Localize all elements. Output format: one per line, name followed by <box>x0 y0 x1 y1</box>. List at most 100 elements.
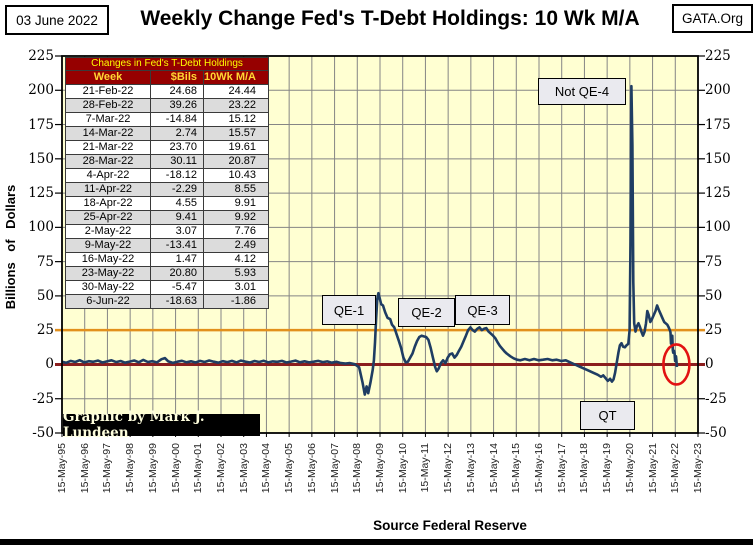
x-tick-label: 15-May-19 <box>601 443 614 494</box>
y-tick-label: 75 <box>705 253 723 270</box>
table-cell: 24.44 <box>203 84 269 99</box>
table-row: 25-Apr-22 9.41 9.92 <box>65 210 269 225</box>
table-cell: 15.57 <box>203 126 269 141</box>
table-cell: 4.12 <box>203 252 269 267</box>
table-cell: -13.41 <box>150 238 204 253</box>
y-tick-label: 0 <box>45 356 54 373</box>
table-cell: 14-Mar-22 <box>65 126 151 141</box>
data-line <box>61 84 679 396</box>
table-cell: 28-Mar-22 <box>65 154 151 169</box>
y-tick-label: 150 <box>28 150 54 167</box>
table-cell: 9.91 <box>203 196 269 211</box>
x-tick-label: 15-May-21 <box>646 443 659 494</box>
x-tick-label: 15-May-20 <box>623 443 636 494</box>
table-cell: 2-May-22 <box>65 224 151 239</box>
table-cell: 9.92 <box>203 210 269 225</box>
table-column-header: Week <box>65 70 151 85</box>
table-row: 14-Mar-22 2.74 15.57 <box>65 126 269 141</box>
table-cell: 23.22 <box>203 98 269 113</box>
table-column-header: $Bils <box>150 70 204 85</box>
table-cell: 9-May-22 <box>65 238 151 253</box>
y-tick-label: 25 <box>705 322 723 339</box>
y-tick-label: 225 <box>705 48 731 64</box>
table-cell: 6-Jun-22 <box>65 294 151 309</box>
source-label: Source Federal Reserve <box>373 518 527 533</box>
table-cell: 23.70 <box>150 140 204 155</box>
x-tick-label: 15-May-16 <box>533 443 545 494</box>
annotation-qe3: QE-3 <box>455 295 510 325</box>
table-row: 9-May-22 -13.41 2.49 <box>65 238 269 253</box>
highlight-ellipse <box>662 343 691 386</box>
x-tick-label: 15-May-95 <box>56 443 68 494</box>
table-cell: 30-May-22 <box>65 280 151 295</box>
y-tick-label: 200 <box>705 82 731 99</box>
table-row: 18-Apr-22 4.55 9.91 <box>65 196 269 211</box>
table-cell: 10.43 <box>203 168 269 183</box>
x-tick-label: 15-May-18 <box>578 443 591 494</box>
x-tick-label: 15-May-07 <box>328 443 341 494</box>
table-header-row: Week $Bils 10Wk M/A <box>65 70 269 85</box>
table-cell: 28-Feb-22 <box>65 98 151 113</box>
x-tick-label: 15-May-09 <box>374 443 386 494</box>
y-tick-label: 175 <box>28 116 54 133</box>
table-row: 21-Mar-22 23.70 19.61 <box>65 140 269 155</box>
date-text: 03 June 2022 <box>16 12 98 28</box>
y-tick-label: 150 <box>705 150 731 167</box>
table-cell: 21-Feb-22 <box>65 84 151 99</box>
table-cell: 7.76 <box>203 224 269 239</box>
table-cell: 7-Mar-22 <box>65 112 151 127</box>
table-title: Changes in Fed's T-Debt Holdings <box>65 57 269 71</box>
table-cell: 20.80 <box>150 266 204 281</box>
annotation-qt: QT <box>580 401 635 430</box>
x-tick-label: 15-May-05 <box>283 443 296 494</box>
table-row: 6-Jun-22 -18.63 -1.86 <box>65 294 269 309</box>
table-cell: 21-Mar-22 <box>65 140 151 155</box>
plot-border <box>61 55 699 434</box>
x-tick-label: 15-May-08 <box>351 443 364 494</box>
table-cell: 20.87 <box>203 154 269 169</box>
x-tick-label: 15-May-10 <box>396 443 409 494</box>
y-tick-label: 75 <box>36 253 54 270</box>
y-tick-label: -25 <box>32 390 54 407</box>
table-cell: 3.01 <box>203 280 269 295</box>
table-row: 21-Feb-22 24.68 24.44 <box>65 84 269 99</box>
table-cell: 39.26 <box>150 98 204 113</box>
table-cell: -18.12 <box>150 168 204 183</box>
table-cell: -18.63 <box>150 294 204 309</box>
x-tick-label: 15-May-01 <box>192 443 205 494</box>
y-tick-label: 200 <box>28 82 54 99</box>
table-cell: 15.12 <box>203 112 269 127</box>
table-cell: 25-Apr-22 <box>65 210 151 225</box>
bottom-divider <box>0 539 753 545</box>
credit-label: Graphic by Mark J. Lundeen <box>63 409 260 441</box>
x-tick-label: 15-May-98 <box>124 443 137 494</box>
table-row: 7-Mar-22 -14.84 15.12 <box>65 112 269 127</box>
x-tick-label: 15-May-96 <box>78 443 91 494</box>
x-tick-label: 15-May-00 <box>169 443 182 494</box>
y-tick-label: 125 <box>705 185 731 202</box>
x-tick-label: 15-May-15 <box>510 443 523 494</box>
table-row: 23-May-22 20.80 5.93 <box>65 266 269 281</box>
y-tick-label: 225 <box>28 48 54 64</box>
table-cell: 9.41 <box>150 210 204 225</box>
table-cell: 30.11 <box>150 154 204 169</box>
x-tick-label: 15-May-03 <box>237 443 250 494</box>
table-cell: 5.93 <box>203 266 269 281</box>
x-tick-label: 15-May-97 <box>101 443 114 494</box>
x-tick-label: 15-May-23 <box>692 443 704 494</box>
y-tick-label: 25 <box>36 322 54 339</box>
table-cell: 2.49 <box>203 238 269 253</box>
x-tick-label: 15-May-02 <box>215 443 227 494</box>
table-cell: 2.74 <box>150 126 204 141</box>
x-tick-label: 15-May-04 <box>260 443 273 494</box>
table-cell: -1.86 <box>203 294 269 309</box>
table-row: 2-May-22 3.07 7.76 <box>65 224 269 239</box>
y-tick-label: 50 <box>705 287 723 304</box>
y-tick-label: 100 <box>28 219 54 236</box>
x-tick-label: 15-May-14 <box>487 443 500 494</box>
table-row: 11-Apr-22 -2.29 8.55 <box>65 182 269 197</box>
x-tick-label: 15-May-06 <box>305 443 318 494</box>
y-tick-label: -50 <box>32 425 54 441</box>
table-cell: 24.68 <box>150 84 204 99</box>
